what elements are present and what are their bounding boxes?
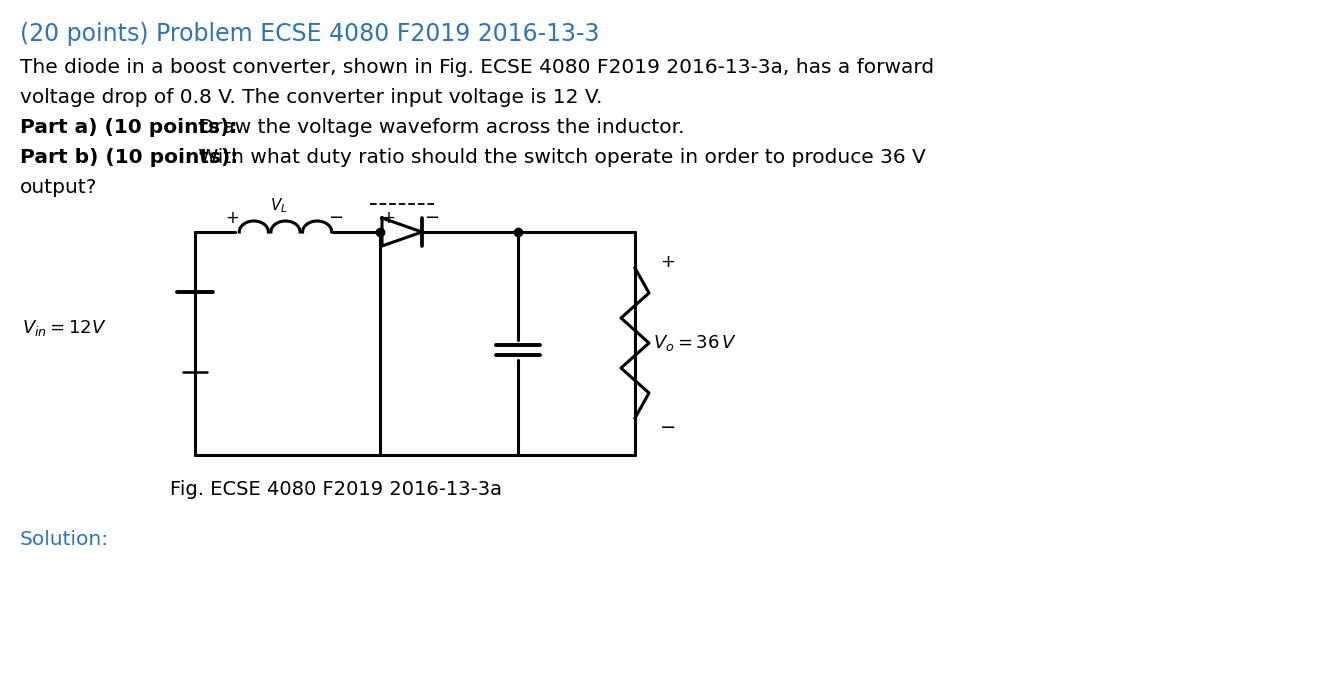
Text: Draw the voltage waveform across the inductor.: Draw the voltage waveform across the ind… — [192, 118, 684, 137]
Text: −: − — [424, 209, 440, 227]
Text: +: + — [660, 253, 675, 271]
Text: $V_o = 36\,V$: $V_o = 36\,V$ — [654, 333, 737, 353]
Text: Solution:: Solution: — [20, 530, 109, 549]
Text: −: − — [660, 418, 676, 436]
Text: output?: output? — [20, 178, 98, 197]
Text: Part a) (10 points):: Part a) (10 points): — [20, 118, 238, 137]
Text: $V_{in}=12V$: $V_{in}=12V$ — [21, 318, 106, 338]
Text: −: − — [329, 209, 344, 227]
Text: voltage drop of 0.8 V. The converter input voltage is 12 V.: voltage drop of 0.8 V. The converter inp… — [20, 88, 603, 107]
Text: Fig. ECSE 4080 F2019 2016-13-3a: Fig. ECSE 4080 F2019 2016-13-3a — [170, 480, 502, 499]
Text: Part b) (10 points):: Part b) (10 points): — [20, 148, 239, 167]
Text: $V_L$: $V_L$ — [270, 197, 287, 215]
Text: With what duty ratio should the switch operate in order to produce 36 V: With what duty ratio should the switch o… — [192, 148, 926, 167]
Text: The diode in a boost converter, shown in Fig. ECSE 4080 F2019 2016-13-3a, has a : The diode in a boost converter, shown in… — [20, 58, 934, 77]
Text: +: + — [225, 209, 239, 227]
Text: +: + — [381, 209, 395, 227]
Text: Part a) (10 points): Draw the voltage waveform across the inductor.: Part a) (10 points): Draw the voltage wa… — [20, 118, 702, 137]
Text: (20 points) Problem ECSE 4080 F2019 2016-13-3: (20 points) Problem ECSE 4080 F2019 2016… — [20, 22, 600, 46]
